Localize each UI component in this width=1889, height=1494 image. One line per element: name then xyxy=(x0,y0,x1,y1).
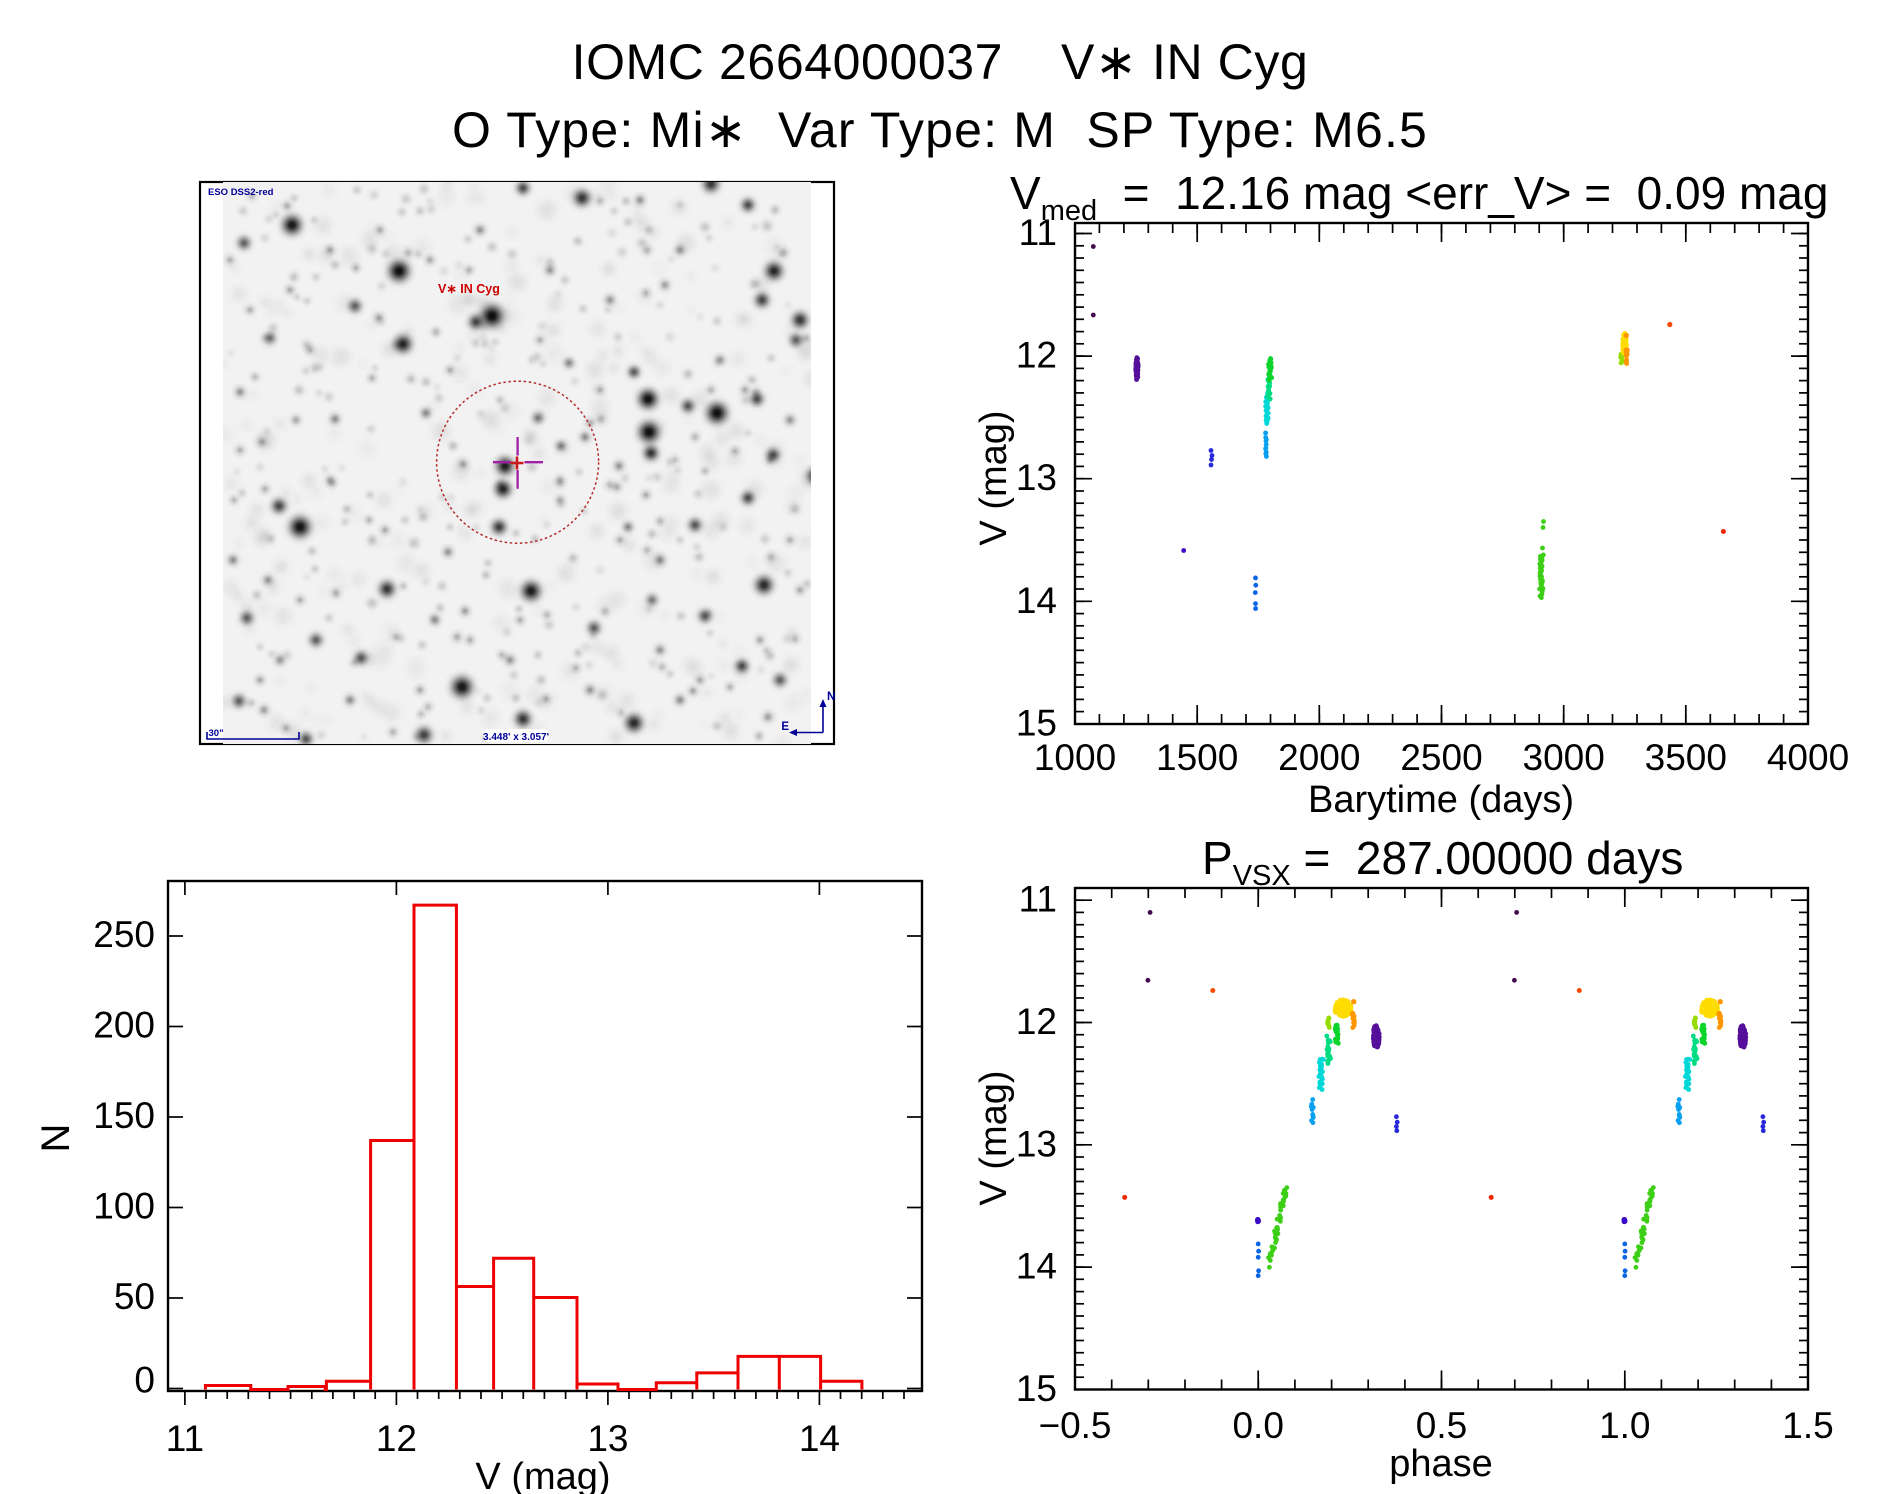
svg-text:−0.5: −0.5 xyxy=(1038,1405,1111,1446)
svg-text:15: 15 xyxy=(1016,1368,1057,1409)
svg-text:3000: 3000 xyxy=(1523,737,1605,778)
svg-text:13: 13 xyxy=(1016,1123,1057,1164)
svg-text:ESO DSS2-red: ESO DSS2-red xyxy=(208,187,274,198)
svg-text:0.0: 0.0 xyxy=(1232,1405,1283,1446)
svg-text:100: 100 xyxy=(93,1186,155,1227)
svg-text:3500: 3500 xyxy=(1645,737,1727,778)
svg-text:1.0: 1.0 xyxy=(1599,1405,1650,1446)
svg-text:0.5: 0.5 xyxy=(1416,1405,1467,1446)
svg-text:11: 11 xyxy=(1019,879,1057,920)
svg-text:14: 14 xyxy=(1016,580,1057,621)
svg-text:PVSX = 287.00000 days: PVSX = 287.00000 days xyxy=(1202,832,1683,892)
svg-text:13: 13 xyxy=(1016,457,1057,498)
svg-text:2000: 2000 xyxy=(1278,737,1360,778)
svg-text:0: 0 xyxy=(134,1360,155,1401)
svg-text:13: 13 xyxy=(587,1418,628,1459)
svg-text:V (mag): V (mag) xyxy=(475,1456,610,1494)
svg-text:V∗ IN Cyg: V∗ IN Cyg xyxy=(438,282,500,296)
svg-text:4000: 4000 xyxy=(1767,737,1849,778)
svg-text:30": 30" xyxy=(209,728,224,739)
svg-text:12: 12 xyxy=(1016,335,1057,376)
svg-text:12: 12 xyxy=(376,1418,417,1459)
svg-text:V (mag): V (mag) xyxy=(973,410,1015,545)
svg-text:15: 15 xyxy=(1016,702,1057,743)
svg-text:Barytime (days): Barytime (days) xyxy=(1308,779,1574,821)
svg-text:14: 14 xyxy=(1016,1246,1057,1287)
svg-text:50: 50 xyxy=(114,1276,155,1317)
svg-text:150: 150 xyxy=(93,1095,155,1136)
svg-text:1000: 1000 xyxy=(1034,737,1116,778)
svg-text:IOMC 2664000037 V∗ IN Cyg: IOMC 2664000037 V∗ IN Cyg xyxy=(572,34,1309,90)
svg-text:12: 12 xyxy=(1016,1001,1057,1042)
svg-text:E: E xyxy=(781,721,789,733)
svg-text:2500: 2500 xyxy=(1400,737,1482,778)
svg-text:250: 250 xyxy=(93,914,155,955)
svg-text:11: 11 xyxy=(166,1418,204,1459)
svg-text:V (mag): V (mag) xyxy=(973,1070,1015,1205)
svg-text:N: N xyxy=(827,691,835,703)
svg-text:O Type: Mi∗ Var Type: M SP T: O Type: Mi∗ Var Type: M SP Type: M6.5 xyxy=(452,102,1428,158)
svg-text:3.448' x 3.057': 3.448' x 3.057' xyxy=(483,732,549,743)
svg-text:14: 14 xyxy=(799,1418,840,1459)
svg-text:Vmed = 12.16 mag <err_V> =: Vmed = 12.16 mag <err_V> = 0.09 mag xyxy=(1010,167,1828,227)
svg-text:phase: phase xyxy=(1389,1443,1493,1485)
svg-text:1500: 1500 xyxy=(1156,737,1238,778)
svg-text:11: 11 xyxy=(1019,212,1057,253)
svg-text:1.5: 1.5 xyxy=(1782,1405,1833,1446)
svg-text:200: 200 xyxy=(93,1005,155,1046)
svg-text:N: N xyxy=(34,1124,78,1153)
